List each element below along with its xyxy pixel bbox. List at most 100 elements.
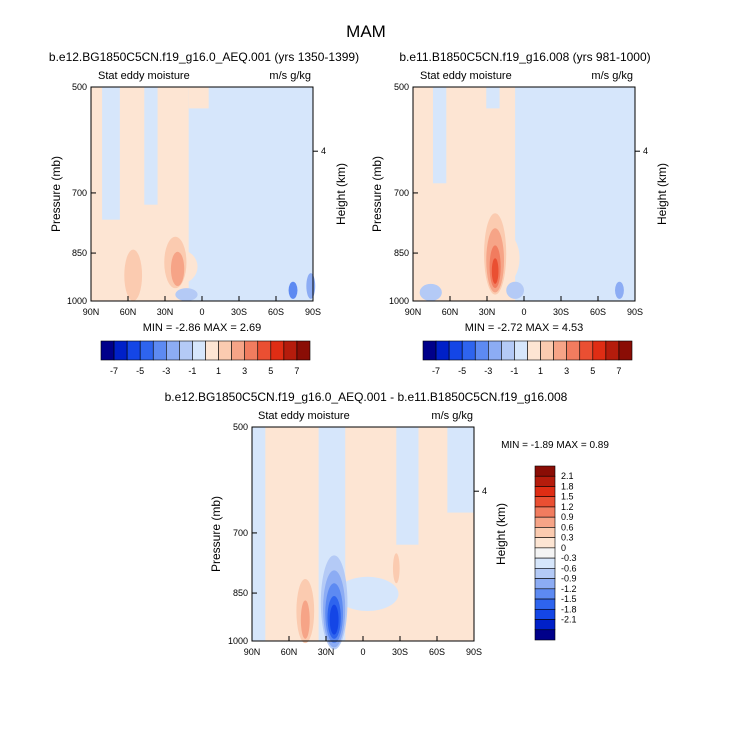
colorbar-swatch xyxy=(540,340,554,361)
colorbar-label: -3 xyxy=(484,366,492,376)
colorbar-label: -3 xyxy=(162,366,170,376)
y-tick-label: 1000 xyxy=(389,296,409,306)
contour-region xyxy=(188,87,209,109)
colorbar-swatch xyxy=(100,340,115,361)
contour-region xyxy=(288,281,298,299)
colorbar-swatch xyxy=(534,578,556,590)
colorbar-swatch xyxy=(534,629,556,641)
colorbar-label: -0.3 xyxy=(561,553,577,563)
contour-region xyxy=(447,427,474,513)
colorbar-swatch xyxy=(534,557,556,569)
colorbar-label: -1.2 xyxy=(561,584,577,594)
x-tick-label: 60S xyxy=(429,647,445,657)
contour-region xyxy=(506,281,524,299)
colorbar-swatch xyxy=(501,340,515,361)
contour-region xyxy=(300,600,310,639)
x-tick-label: 90S xyxy=(466,647,482,657)
x-tick-label: 60N xyxy=(442,307,459,317)
y-tick-label: 500 xyxy=(394,82,409,92)
y-axis-right: 4 xyxy=(474,486,487,496)
colorbar-label: 7 xyxy=(616,366,621,376)
x-tick-label: 30S xyxy=(553,307,569,317)
colorbar-label: -0.9 xyxy=(561,574,577,584)
colorbar-label: 1 xyxy=(216,366,221,376)
colorbar-label: 1 xyxy=(538,366,543,376)
y-tick-label: 500 xyxy=(233,422,248,432)
colorbar-swatch xyxy=(270,340,285,361)
colorbar-swatch xyxy=(534,598,556,610)
contour-region xyxy=(170,251,185,287)
y-tick-label: 1000 xyxy=(228,636,248,646)
contour-field xyxy=(252,427,474,650)
contour-region xyxy=(392,553,400,584)
contour-region xyxy=(615,281,624,299)
difference-panel: b.e12.BG1850C5CN.f19_g16.0_AEQ.001 - b.e… xyxy=(165,390,610,657)
left-string: Stat eddy moisture xyxy=(98,70,190,82)
contour-region xyxy=(419,283,442,301)
contour-region xyxy=(175,288,198,301)
x-tick-label: 60S xyxy=(590,307,606,317)
x-tick-label: 0 xyxy=(360,647,365,657)
colorbar-swatch xyxy=(244,340,259,361)
colorbar-label: -5 xyxy=(458,366,466,376)
colorbar-label: -1.5 xyxy=(561,594,577,604)
contour-field xyxy=(91,87,316,301)
y-right-tick-label: 4 xyxy=(482,486,487,496)
y-axis: 500 700 850 1000 xyxy=(67,82,96,306)
contour-region xyxy=(515,87,635,301)
colorbar-swatch xyxy=(126,340,141,361)
right-string: m/s g/kg xyxy=(269,70,311,82)
colorbar-swatch xyxy=(422,340,437,361)
contour-field xyxy=(413,87,635,301)
contour-region xyxy=(432,87,447,184)
min-max-text: MIN = -2.72 MAX = 4.53 xyxy=(465,322,584,334)
y-tick-label: 850 xyxy=(394,248,409,258)
colorbar-label: 1.2 xyxy=(561,502,574,512)
top-left-panel: b.e12.BG1850C5CN.f19_g16.0_AEQ.001 (yrs … xyxy=(49,50,359,376)
colorbar-swatch xyxy=(534,608,556,620)
y-tick-label: 700 xyxy=(72,188,87,198)
contour-region xyxy=(252,427,266,641)
y-tick-label: 700 xyxy=(233,528,248,538)
right-string: m/s g/kg xyxy=(431,410,473,422)
colorbar-label: 1.5 xyxy=(561,492,574,502)
colorbar-label: 7 xyxy=(294,366,299,376)
colorbar-swatch xyxy=(139,340,154,361)
colorbar-swatch xyxy=(283,340,298,361)
colorbar-label: -7 xyxy=(432,366,440,376)
colorbar-label: 2.1 xyxy=(561,471,574,481)
colorbar-swatch xyxy=(166,340,180,361)
x-tick-label: 60S xyxy=(268,307,284,317)
y-tick-label: 500 xyxy=(72,82,87,92)
contour-region xyxy=(188,87,313,301)
contour-region xyxy=(491,258,499,284)
colorbar-swatch xyxy=(534,486,556,498)
min-max-text: MIN = -1.89 MAX = 0.89 xyxy=(501,440,609,451)
colorbar-swatch xyxy=(592,340,607,361)
page-title: MAM xyxy=(346,22,386,41)
x-tick-label: 90N xyxy=(83,307,100,317)
colorbar-label: -1.8 xyxy=(561,604,577,614)
y-axis-right: 4 xyxy=(635,146,648,156)
colorbar: -7 -5 -3 -1 1 3 5 7 xyxy=(100,340,311,376)
x-tick-label: 30N xyxy=(318,647,335,657)
colorbar-swatch xyxy=(435,340,450,361)
x-tick-label: 30N xyxy=(157,307,174,317)
left-string: Stat eddy moisture xyxy=(258,410,350,422)
colorbar-swatch xyxy=(231,340,245,361)
x-tick-label: 0 xyxy=(521,307,526,317)
y-tick-label: 850 xyxy=(233,588,248,598)
contour-region xyxy=(329,604,339,635)
colorbar-label: 5 xyxy=(590,366,595,376)
contour-region xyxy=(486,87,500,109)
colorbar-swatch xyxy=(553,340,567,361)
y-tick-label: 1000 xyxy=(67,296,87,306)
y-axis-right: 4 xyxy=(313,146,326,156)
colorbar-swatch xyxy=(179,340,193,361)
right-string: m/s g/kg xyxy=(591,70,633,82)
colorbar-label: -2.1 xyxy=(561,615,577,625)
colorbar-swatch xyxy=(618,340,633,361)
colorbar-swatch xyxy=(448,340,463,361)
y-axis-right-label: Height (km) xyxy=(655,163,669,225)
colorbar-label: 0.6 xyxy=(561,522,574,532)
